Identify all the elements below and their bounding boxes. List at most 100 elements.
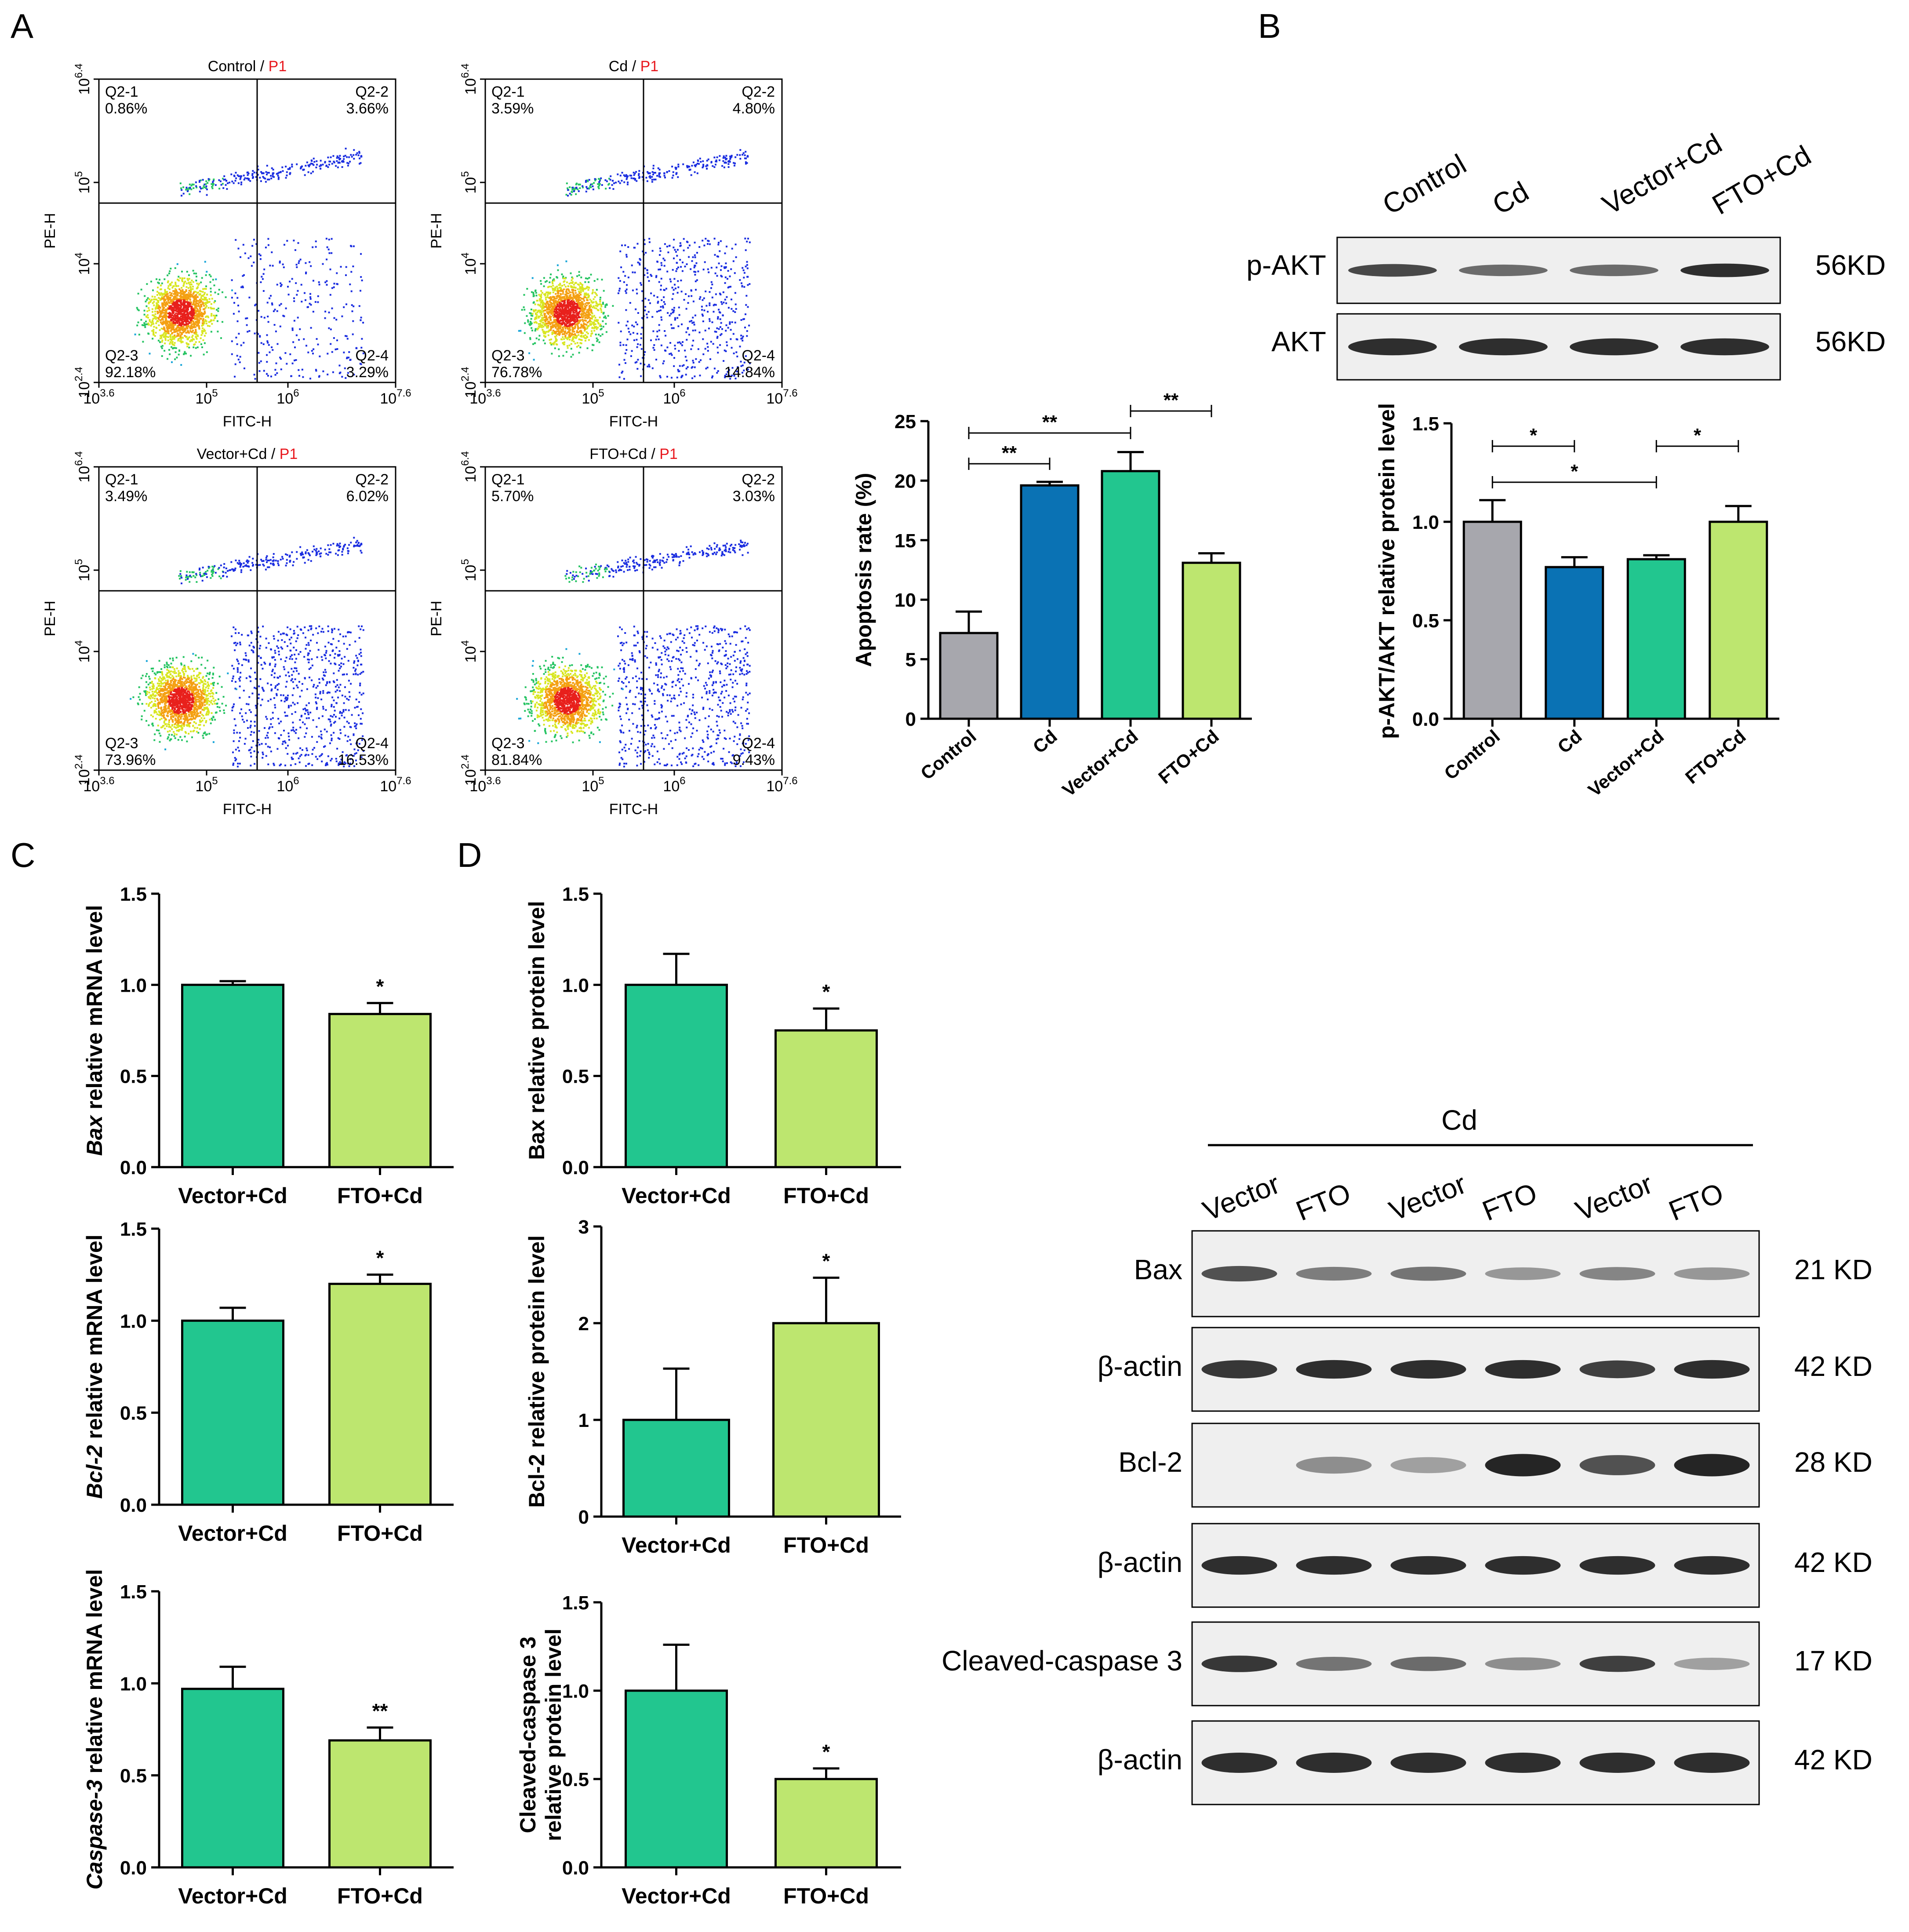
blot-band [1296,1556,1372,1575]
blot-band [1485,1753,1561,1773]
blot-band [1680,338,1769,356]
wb-d-blot-strip [1191,1423,1760,1508]
blot-band [1570,338,1658,356]
chart-significance-mark: ** [372,1699,388,1722]
blot-band [1579,1753,1655,1773]
flow-x-axis-label: FITC-H [609,413,658,430]
svg-text:107.6: 107.6 [380,387,411,407]
chart-bar [939,632,999,720]
flow-quadrant-q3-value: 76.78% [491,364,542,381]
wb-b-row-label: AKT [1272,326,1326,357]
chart-y-tick-label: 1.5 [562,884,589,905]
flow-x-tick-label: 103.6 [83,775,114,795]
wb-b-lane-label: Cd [1487,175,1534,221]
chart-bar [181,1319,284,1506]
flow-scatter-cloud [130,537,364,768]
wb-d-row-kd: 21 KD [1794,1254,1873,1285]
chart-bar [625,1689,728,1869]
chart-significance-mark: * [822,980,830,1003]
flow-y-tick-label: 104 [459,252,479,275]
flow-quadrant-q3-value: 73.96% [105,752,156,768]
chart-y-tick-label: 15 [895,530,916,552]
chart-x-tick-label: Vector+Cd [178,1183,287,1208]
blot-membrane [1191,1327,1760,1412]
wb-d-blot-strip [1191,1720,1760,1805]
panel-label-b: B [1258,7,1281,45]
flow-quadrant-q2-name: Q2-2 [355,84,389,100]
blot-band [1201,1655,1277,1672]
chart-bax_protein: 0.0 0.5 1.0 1.5 Vector+Cd FTO+Cd * Bax relative… [524,884,901,1208]
wb-d-row-label: Bcl-2 [1118,1446,1182,1478]
chart-y-tick-label: 0.5 [120,1765,147,1787]
flow-y-tick-label: 104 [459,640,479,662]
flow-y-tick-label: 104 [73,252,93,275]
blot-membrane [1191,1523,1760,1608]
blot-band [1390,1753,1466,1773]
flow-quadrant-q2-value: 4.80% [733,100,775,117]
chart-y-tick-label: 1.5 [120,884,147,905]
chart-y-tick-label: 1.0 [562,1681,589,1702]
chart-y-tick-label: 0.0 [562,1157,589,1179]
chart-y-axis-label: Caspase-3 relative mRNA level [82,1569,107,1889]
chart-y-axis-label: Apoptosis rate (%) [851,473,876,667]
flow-cytometry-panel: Control / P1Q2-10.86%Q2-23.66%Q2-392.18%… [42,58,798,818]
flow-plot-title: Control / P1 [208,58,287,75]
chart-y-axis-label: Bax relative protein level [524,901,549,1160]
wb-d-row-label: β-actin [1098,1744,1182,1776]
blot-band [1674,1753,1750,1773]
svg-text:105: 105 [195,387,218,407]
wb-b-lane-label: Control [1377,148,1472,221]
chart-x-tick-label: Control [916,726,980,784]
flow-x-tick-label: 106 [663,387,685,407]
flow-y-axis-label: PE-H [42,213,58,248]
flow-quadrant-q3-name: Q2-3 [105,347,138,364]
blot-band [1348,264,1437,277]
flow-x-tick-label: 103.6 [83,387,114,407]
flow-y-tick-label: 105 [459,171,479,193]
chart-bar [1462,520,1522,720]
blot-band [1674,1556,1750,1575]
chart-bar [775,1029,878,1168]
wb-b-lane-label: Vector+Cd [1597,127,1727,221]
chart-y-tick-label: 1.5 [120,1581,147,1603]
chart-y-tick-label: 1.5 [1412,413,1439,435]
chart-significance-mark: * [376,975,384,998]
chart-bax_mrna: 0.0 0.5 1.0 1.5 Vector+Cd FTO+Cd * Bax relative… [82,884,454,1208]
flow-x-tick-label: 106 [663,775,685,795]
flow-y-tick-label: 102.4 [459,754,479,786]
wb-b-row-kd: 56KD [1815,326,1886,357]
blot-band [1201,1753,1277,1773]
chart-bar [181,983,284,1168]
chart-bar [181,1688,284,1869]
wb-d-blot-strip [1191,1327,1760,1412]
blot-band [1680,263,1769,277]
flow-x-tick-label: 107.6 [766,387,797,407]
chart-y-axis-label: Bcl-2 relative protein level [524,1235,549,1508]
chart-sig-label: * [1694,425,1702,446]
chart-y-axis-label: p-AKT/AKT relative protein level [1374,403,1399,739]
wb-d-lane-label: FTO [1664,1177,1728,1227]
flow-quadrant-q1-name: Q2-1 [105,84,138,100]
flow-quadrant-q2-value: 3.66% [346,100,389,117]
flow-quadrant-q3-value: 92.18% [105,364,156,381]
chart-x-tick-label: Vector+Cd [1584,726,1668,800]
chart-x-tick-label: Vector+Cd [622,1533,731,1557]
wb-d-blot-strip [1191,1230,1760,1317]
svg-text:105: 105 [582,387,604,407]
chart-y-tick-label: 1 [578,1410,589,1431]
blot-band [1390,1556,1466,1575]
flow-plot-frame [484,78,783,383]
chart-y-tick-label: 1.0 [120,975,147,996]
chart-bar [775,1778,878,1869]
chart-bar [625,983,728,1168]
wb-d-lane-label: Vector [1571,1168,1657,1227]
wb-d-lane-label: Vector [1385,1168,1470,1227]
blot-band [1201,1556,1277,1575]
flow-quadrant-q4-value: 14.84% [724,364,775,381]
chart-significance-mark: * [822,1740,830,1763]
chart-y-tick-label: 3 [578,1216,589,1238]
flow-quadrant-q2-name: Q2-2 [355,471,389,488]
blot-band [1201,1266,1277,1282]
